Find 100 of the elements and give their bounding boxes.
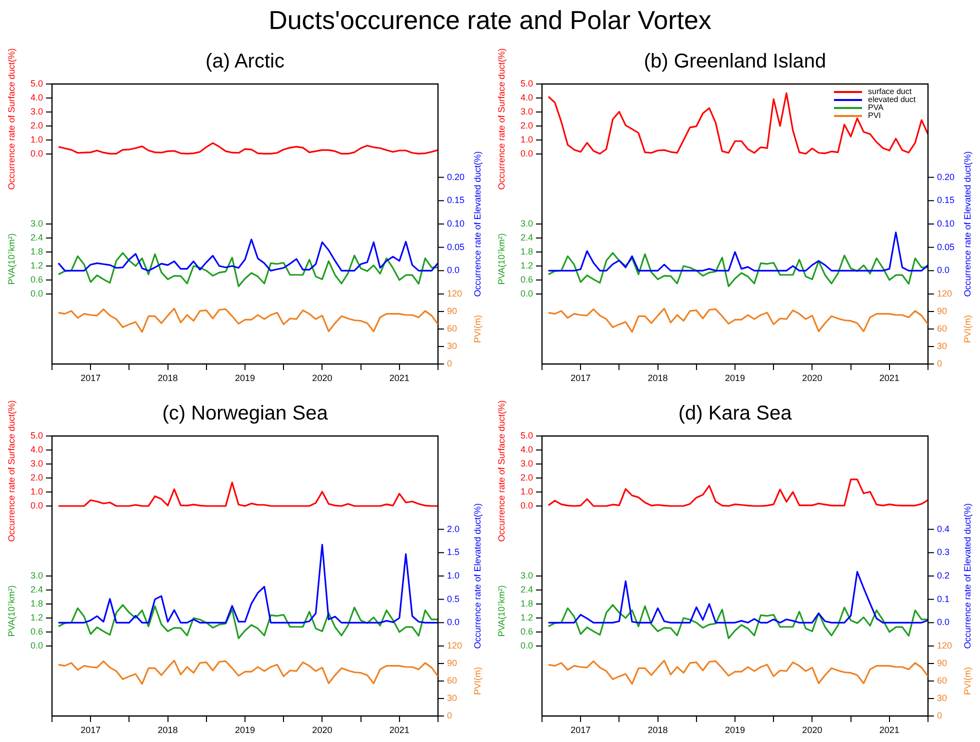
y-tick-label: 3.0: [30, 458, 43, 468]
y2-tick-label: 0.0: [937, 617, 950, 628]
x-tick-label: 2020: [312, 724, 332, 735]
x-tick-label: 2019: [234, 372, 256, 383]
y-tick-label: 0.0: [520, 148, 533, 158]
y2-tick-label: 0.15: [447, 195, 465, 206]
x-tick-label: 2021: [389, 372, 410, 383]
y2-axis-title: Occurrence rate of Elevated duct(%): [472, 151, 482, 297]
y2-tick-label: 0.20: [447, 172, 465, 182]
legend-label: PVI: [868, 111, 881, 120]
y2-axis-title: Occurrence rate of Elevated duct(%): [962, 151, 972, 297]
x-tick-label: 2021: [389, 724, 410, 735]
y2-tick-label: 0.1: [937, 594, 950, 604]
y2-tick-label: 90: [937, 306, 948, 316]
y2-tick-label: 0.4: [937, 524, 950, 534]
x-tick-label: 2017: [570, 372, 591, 383]
x-tick-label: 2017: [80, 372, 101, 383]
y2-tick-label: 0.10: [937, 218, 955, 228]
x-tick-label: 2020: [802, 372, 822, 383]
y-tick-label: 2.0: [520, 472, 533, 482]
y-tick-label: 0.0: [520, 500, 533, 510]
y2-tick-label: 90: [937, 658, 948, 668]
y-tick-label: 4.0: [520, 92, 533, 102]
y2-tick-label: 60: [937, 675, 948, 686]
y2-tick-label: 0.3: [937, 547, 950, 558]
y3-tick-label: 0.6: [520, 274, 533, 284]
y-tick-label: 5.0: [520, 430, 533, 440]
y3-tick-label: 2.4: [30, 232, 43, 242]
y2-tick-label: 0: [937, 358, 942, 368]
y2-tick-label: 120: [447, 288, 462, 298]
y-tick-label: 5.0: [30, 78, 43, 88]
x-tick-label: 2018: [648, 724, 668, 735]
y2-tick-label: 0.15: [937, 195, 955, 206]
y2-axis-title: PVI(m): [472, 315, 482, 343]
y-tick-label: 0.0: [30, 148, 43, 158]
y3-tick-label: 1.8: [520, 598, 533, 608]
y-axis-title: Occurrence rate of Surface duct(%): [496, 48, 506, 190]
y3-tick-label: 2.4: [30, 584, 43, 594]
y2-tick-label: 120: [937, 640, 952, 650]
y2-tick-label: 1.0: [447, 570, 460, 580]
y3-tick-label: 2.4: [520, 232, 533, 242]
y-tick-label: 1.0: [30, 134, 43, 144]
x-tick-label: 2021: [879, 372, 900, 383]
y2-tick-label: 0: [447, 358, 452, 368]
y2-axis-title: PVI(m): [962, 667, 972, 695]
y2-tick-label: 0.0: [937, 265, 950, 276]
y-tick-label: 3.0: [30, 106, 43, 116]
y2-tick-label: 60: [447, 323, 458, 334]
y3-tick-label: 1.2: [520, 260, 533, 270]
y-tick-label: 2.0: [520, 120, 533, 130]
y2-tick-label: 90: [447, 658, 458, 668]
x-tick-label: 2018: [158, 724, 178, 735]
y3-tick-label: 0.6: [520, 626, 533, 636]
y2-tick-label: 30: [447, 340, 458, 351]
y-tick-label: 0.0: [30, 500, 43, 510]
y-tick-label: 1.0: [30, 486, 43, 496]
chart-title: (d) Kara Sea: [678, 402, 793, 425]
y3-tick-label: 0.6: [30, 626, 43, 636]
y2-tick-label: 0.05: [447, 242, 465, 252]
y3-tick-label: 1.8: [30, 598, 43, 608]
y-tick-label: 2.0: [30, 120, 43, 130]
y3-tick-label: 1.2: [30, 260, 43, 270]
x-tick-label: 2021: [879, 724, 900, 735]
y-tick-label: 1.0: [520, 134, 533, 144]
y-tick-label: 2.0: [30, 472, 43, 482]
x-tick-label: 2018: [648, 372, 668, 383]
y2-axis-title: Occurrence rate of Elevated duct(%): [472, 503, 482, 649]
y2-tick-label: 30: [937, 692, 948, 703]
y3-tick-label: 1.2: [520, 612, 533, 622]
y3-tick-label: 0.6: [30, 274, 43, 284]
y2-tick-label: 120: [447, 640, 462, 650]
y-tick-label: 4.0: [30, 444, 43, 454]
y3-tick-label: 1.2: [30, 612, 43, 622]
y2-tick-label: 0: [937, 710, 942, 720]
y2-tick-label: 30: [937, 340, 948, 351]
y3-axis-title: PVA(10⁷km²): [496, 233, 506, 285]
x-tick-label: 2018: [158, 372, 178, 383]
legend-label: surface duct: [868, 87, 912, 96]
y2-tick-label: 0.05: [937, 242, 955, 252]
y-axis-title: Occurrence rate of Surface duct(%): [6, 48, 16, 190]
y3-tick-label: 1.8: [30, 246, 43, 256]
y2-tick-label: 30: [447, 692, 458, 703]
y3-tick-label: 2.4: [520, 584, 533, 594]
chart-title: (b) Greenland Island: [644, 50, 826, 73]
x-tick-label: 2019: [234, 724, 256, 735]
y3-axis-title: PVA(10⁷km²): [6, 585, 16, 637]
y2-tick-label: 0.10: [447, 218, 465, 228]
y2-axis-title: PVI(m): [962, 315, 972, 343]
x-tick-label: 2019: [724, 724, 746, 735]
chart-title: (c) Norwegian Sea: [162, 402, 329, 425]
y2-axis-title: Occurrence rate of Elevated duct(%): [962, 503, 972, 649]
y2-tick-label: 0.5: [447, 594, 460, 604]
y3-axis-title: PVA(10⁷km²): [496, 585, 506, 637]
y-tick-label: 3.0: [520, 106, 533, 116]
y2-axis-title: PVI(m): [472, 667, 482, 695]
y2-tick-label: 60: [937, 323, 948, 334]
chart-title: (a) Arctic: [206, 50, 284, 73]
text: Ducts'occurence rate and Polar Vortex: [268, 5, 712, 35]
y2-tick-label: 0.0: [447, 617, 460, 628]
y-tick-label: 5.0: [520, 78, 533, 88]
